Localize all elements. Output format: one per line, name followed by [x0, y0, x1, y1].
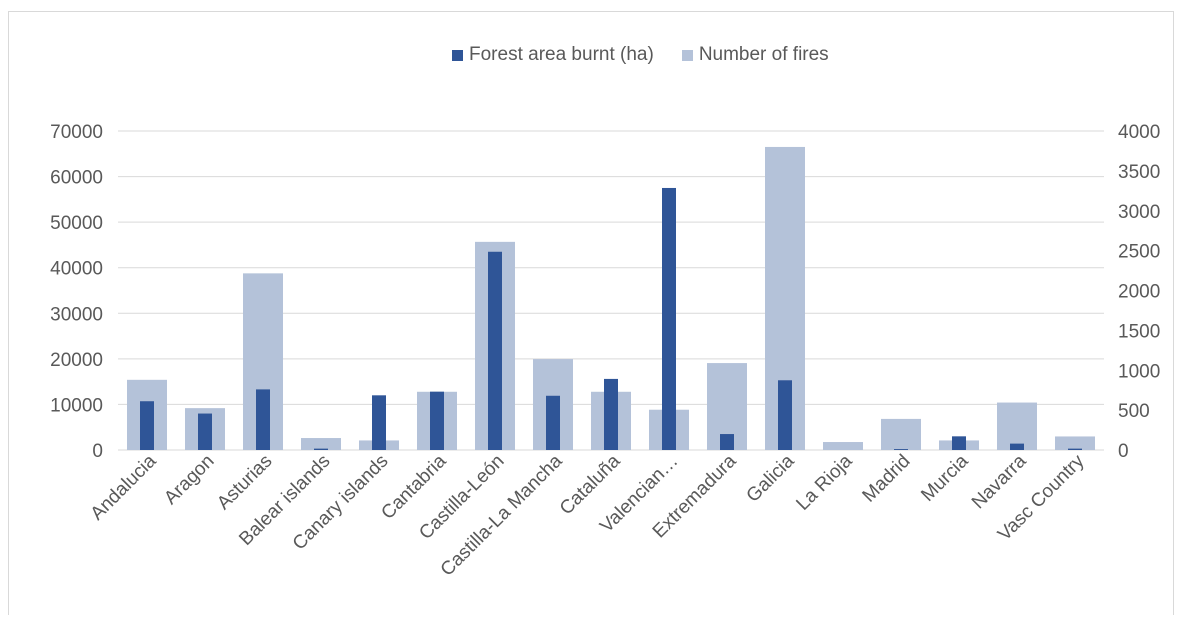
legend-item-number-of-fires: Number of fires	[681, 44, 829, 66]
bar-forest-area-burnt-galicia	[778, 380, 792, 450]
right-axis-tick-label: 1000	[1118, 361, 1160, 382]
bar-number-of-fires-madrid	[881, 418, 921, 450]
bar-forest-area-burnt-madrid	[894, 449, 908, 450]
bar-forest-area-burnt-asturias	[256, 389, 270, 450]
bar-forest-area-burnt-vasc-country	[1068, 448, 1082, 450]
bar-forest-area-burnt-aragon	[198, 413, 212, 450]
right-axis-tick-label: 3500	[1118, 162, 1160, 183]
bar-forest-area-burnt-canary-islands	[372, 395, 386, 450]
bar-forest-area-burnt-cataluna	[604, 378, 618, 450]
x-axis-tick-label-murcia: Murcia	[917, 450, 972, 505]
left-axis: 0 10000 20000 30000 40000 50000 60000 70000	[50, 122, 103, 462]
x-axis-tick-label-galicia: Galicia	[743, 450, 799, 506]
left-axis-tick-label: 70000	[50, 122, 103, 143]
bar-forest-area-burnt-balear-islands	[314, 448, 328, 450]
right-axis-tick-label: 1500	[1118, 321, 1160, 342]
legend-label-number-of-fires: Number of fires	[698, 44, 829, 65]
x-axis-tick-label-madrid: Madrid	[859, 451, 915, 507]
legend-swatch-forest-area	[452, 49, 463, 61]
left-axis-tick-label: 40000	[50, 259, 103, 280]
right-axis-tick-label: 0	[1118, 441, 1129, 462]
x-axis-tick-label-aragon: Aragon	[160, 451, 218, 509]
bar-forest-area-burnt-andalucia	[140, 401, 154, 450]
legend-swatch-number-of-fires	[681, 49, 693, 61]
right-axis-tick-label: 4000	[1118, 122, 1160, 143]
left-axis-tick-label: 30000	[50, 304, 103, 325]
left-axis-tick-label: 20000	[50, 350, 103, 371]
left-axis-tick-label: 10000	[50, 395, 103, 416]
left-axis-tick-label: 50000	[50, 213, 103, 234]
bar-forest-area-burnt-extremadura	[720, 434, 734, 450]
bar-number-of-fires-balear-islands	[301, 438, 341, 450]
right-axis-tick-label: 500	[1118, 401, 1150, 422]
bar-number-of-fires-vasc-country	[1055, 436, 1095, 450]
x-axis-tick-label-la-rioja: La Rioja	[792, 450, 856, 514]
series-forest-area-burnt	[140, 187, 1082, 450]
bar-forest-area-burnt-valencian	[662, 187, 676, 450]
bar-forest-area-burnt-castilla-la-mancha	[546, 395, 560, 450]
left-axis-tick-label: 0	[92, 441, 103, 462]
legend-item-forest-area: Forest area burnt (ha)	[452, 44, 654, 66]
legend: Forest area burnt (ha) Number of fires	[452, 44, 857, 66]
bar-number-of-fires-la-rioja	[823, 442, 863, 450]
bar-forest-area-burnt-navarra	[1010, 443, 1024, 450]
bar-forest-area-burnt-castilla-leon	[488, 251, 502, 450]
right-axis-tick-label: 2500	[1118, 242, 1160, 263]
left-axis-tick-label: 60000	[50, 168, 103, 189]
bar-forest-area-burnt-murcia	[952, 436, 966, 450]
bar-forest-area-burnt-cantabria	[430, 391, 444, 450]
bar-number-of-fires-navarra	[997, 402, 1037, 450]
right-axis-tick-label: 3000	[1118, 202, 1160, 223]
right-axis: 0 500 1000 1500 2000 2500 3000 3500 4000	[1118, 122, 1160, 462]
right-axis-tick-label: 2000	[1118, 282, 1160, 303]
legend-label-forest-area: Forest area burnt (ha)	[469, 44, 654, 65]
